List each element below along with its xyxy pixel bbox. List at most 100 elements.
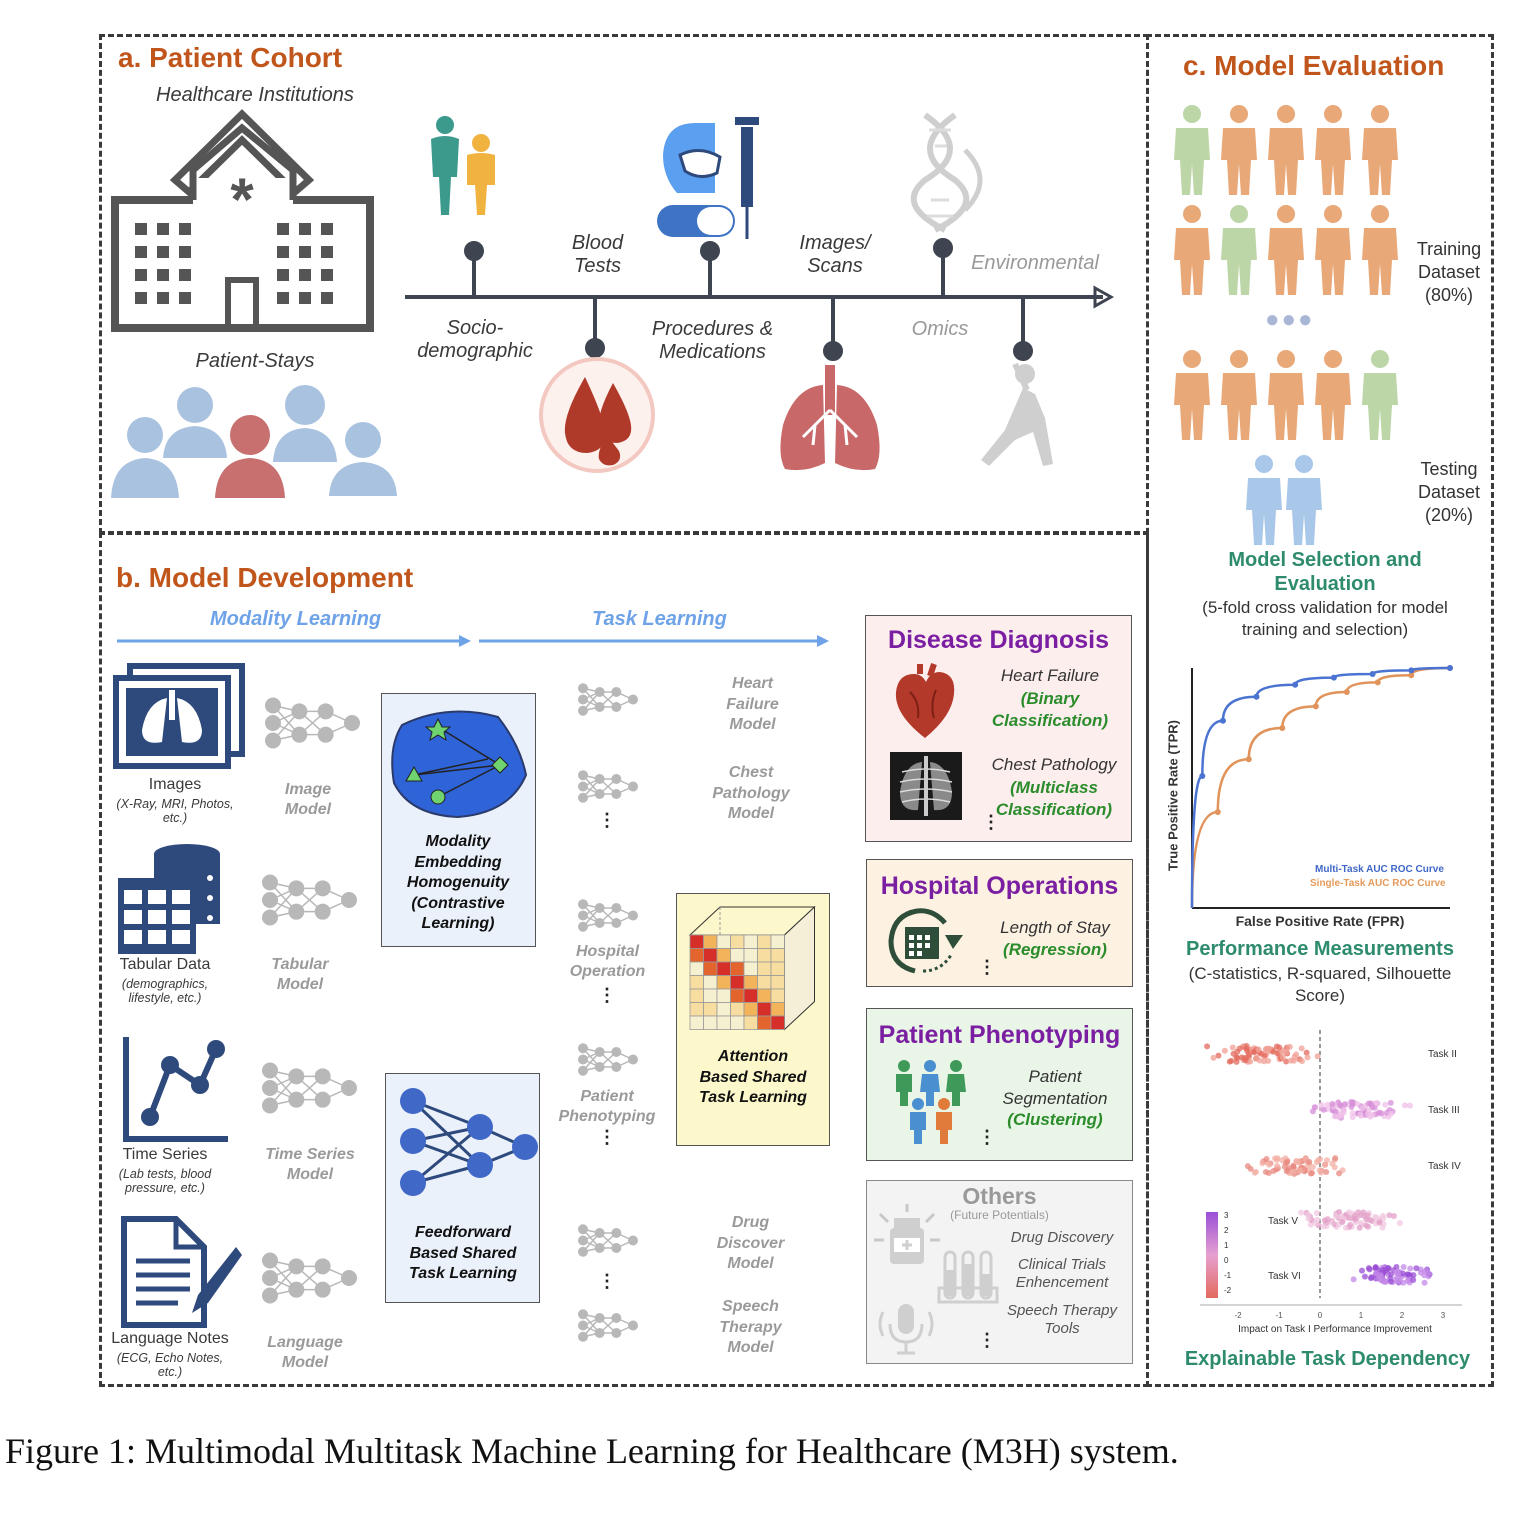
shap-point: [1259, 1160, 1266, 1167]
neuron: [611, 1047, 622, 1057]
person-icon: [1268, 350, 1304, 440]
shap-point: [1394, 1268, 1401, 1275]
shap-point: [1387, 1099, 1394, 1106]
shap-point: [1347, 1221, 1354, 1228]
neuron: [578, 1309, 588, 1320]
shap-point: [1387, 1278, 1394, 1285]
shap-point: [1336, 1170, 1343, 1177]
neuron: [314, 880, 331, 897]
attention-label: Attention Based Shared Task Learning: [699, 1048, 807, 1106]
roc-legend-multi: Multi-Task AUC ROC Curve: [1315, 864, 1444, 875]
heart-icon: [895, 663, 955, 738]
shap-point: [1230, 1050, 1237, 1057]
roc-point: [1292, 681, 1299, 688]
shap-point: [1290, 1057, 1297, 1064]
attention-cell: [703, 948, 718, 963]
person-icon: [1268, 105, 1304, 195]
attention-cell: [757, 988, 772, 1003]
embedding-space-icon: [391, 710, 528, 819]
input-timeseries-sub: (Lab tests, blood pressure, etc.): [118, 1167, 212, 1195]
neuron: [611, 789, 622, 799]
person-icon: [1315, 205, 1351, 295]
clinical-trials-label: Clinical Trials Enhencement: [1015, 1256, 1109, 1291]
shap-point: [1385, 1265, 1392, 1272]
others-title: Others: [962, 1183, 1037, 1209]
timeline: [405, 238, 1115, 361]
shap-point: [1309, 1163, 1316, 1170]
person-icon: [1362, 105, 1398, 195]
neuron: [594, 918, 605, 928]
shap-point: [1279, 1054, 1286, 1061]
shap-point: [1379, 1224, 1386, 1231]
shap-colorbar-tick: 3: [1224, 1211, 1229, 1220]
heart-failure-type: (Binary Classification): [991, 689, 1109, 730]
input-language-name: Language Notes: [111, 1330, 229, 1347]
shap-point: [1309, 1169, 1316, 1176]
shap-point: [1365, 1107, 1372, 1114]
tabular-icon: [118, 844, 220, 954]
chest-pathology-model-label: Chest Pathology Model: [712, 764, 790, 822]
attention-cell: [757, 975, 772, 990]
others-sub: (Future Potentials): [950, 1208, 1049, 1222]
person-icon: [1362, 205, 1398, 295]
shap-point: [1306, 1158, 1313, 1165]
neuron: [578, 899, 588, 910]
shap-point: [1407, 1265, 1414, 1272]
speech-therapy-label: Speech Therapy Tools: [1006, 1302, 1118, 1337]
xray-icon: [890, 752, 962, 820]
shap-point: [1261, 1053, 1268, 1060]
shap-point: [1251, 1049, 1258, 1056]
testing-label: Testing Dataset (20%): [1417, 459, 1481, 525]
neuron: [317, 726, 334, 743]
shap-point: [1365, 1265, 1372, 1272]
attention-cell: [743, 988, 758, 1003]
person-icon: [1221, 350, 1257, 440]
shap-point: [1298, 1058, 1305, 1065]
shap-point: [1238, 1054, 1245, 1061]
language-notes-icon: [121, 1216, 242, 1328]
shap-point: [1331, 1113, 1338, 1120]
neuron: [578, 1054, 588, 1065]
shap-point: [1314, 1053, 1321, 1060]
person-icon: [1221, 105, 1257, 195]
attention-cell: [770, 934, 785, 949]
neuron: [262, 892, 278, 908]
shap-point: [1236, 1045, 1243, 1052]
patient-segmentation-type: (Clustering): [1007, 1110, 1103, 1129]
neuron: [578, 1320, 588, 1331]
neuron: [578, 1043, 588, 1054]
lungs-icon: [780, 365, 880, 471]
shap-point: [1247, 1165, 1254, 1172]
person-icon: [1174, 205, 1210, 295]
neuron: [611, 1313, 622, 1323]
shap-point: [1378, 1110, 1385, 1117]
roc-point: [1312, 703, 1319, 710]
development-title: b. Model Development: [116, 562, 414, 593]
attention-cell: [730, 975, 745, 990]
hospital-operation-net-icon: [578, 899, 638, 932]
attention-cell: [757, 1002, 772, 1017]
attention-cell: [757, 961, 772, 976]
neuron: [578, 1246, 588, 1257]
shap-xtick: -2: [1234, 1311, 1242, 1320]
neuron: [611, 774, 622, 784]
roc-point: [1343, 689, 1350, 695]
neuron: [341, 1270, 357, 1286]
shap-xtick: 3: [1441, 1311, 1446, 1320]
ellipsis: ⋮: [598, 1271, 616, 1291]
shap-point: [1265, 1169, 1272, 1176]
attention-cell: [757, 1015, 772, 1030]
shap-task-label: Task IV: [1428, 1161, 1461, 1172]
neuron: [265, 697, 281, 714]
ellipsis: ⋮: [598, 985, 616, 1005]
speech-therapy-model-label: Speech Therapy Model: [719, 1298, 782, 1356]
input-language-sub: (ECG, Echo Notes, etc.): [116, 1351, 224, 1379]
neuron: [611, 1328, 622, 1338]
roc-point: [1330, 674, 1337, 681]
attention-cell: [689, 948, 704, 963]
shap-point: [1321, 1161, 1328, 1168]
shap-point: [1332, 1213, 1339, 1220]
timeseries-model-label: Time Series Model: [265, 1146, 355, 1183]
hospital-operation-label: Hospital Operation: [569, 943, 646, 980]
shap-point: [1376, 1219, 1383, 1226]
